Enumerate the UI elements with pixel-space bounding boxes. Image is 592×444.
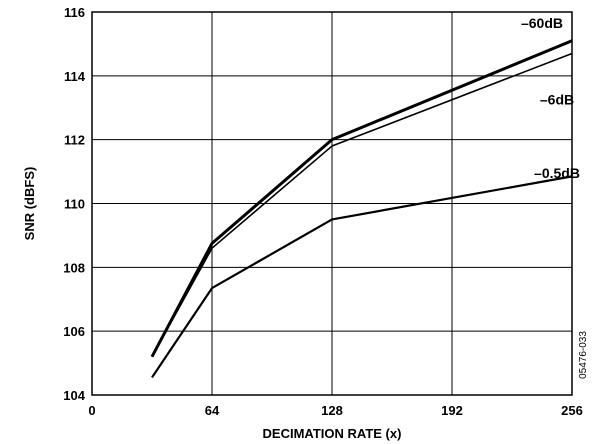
y-tick-label: 112	[64, 133, 85, 148]
y-tick-label: 104	[63, 388, 85, 403]
x-axis-label: DECIMATION RATE (x)	[263, 426, 402, 441]
figure-code: 05476-033	[578, 331, 589, 379]
x-tick-label: 128	[321, 403, 343, 418]
y-axis-label: SNR (dBFS)	[22, 167, 37, 241]
series-label: –6dB	[540, 92, 574, 108]
y-tick-label: 110	[64, 197, 85, 212]
x-tick-label: 64	[205, 403, 220, 418]
x-tick-label: 256	[561, 403, 583, 418]
series-label: –60dB	[521, 15, 563, 31]
y-tick-label: 114	[64, 69, 86, 84]
y-tick-label: 108	[63, 260, 85, 275]
series-line	[151, 52, 573, 358]
y-tick-label: 106	[63, 324, 85, 339]
x-tick-label: 0	[88, 403, 95, 418]
y-tick-labels: 104 106 108 110 112 114 116	[63, 5, 85, 403]
series-labels: –60dB –6dB –0.5dB	[521, 15, 580, 181]
plot-frame	[91, 11, 573, 396]
x-tick-label: 192	[441, 403, 463, 418]
x-tick-labels: 0 64 128 192 256	[88, 403, 582, 418]
series-line	[151, 175, 573, 379]
series-label: –0.5dB	[534, 165, 580, 181]
y-tick-label: 116	[64, 5, 85, 20]
series-line	[150, 39, 573, 358]
series-lines	[150, 39, 573, 379]
